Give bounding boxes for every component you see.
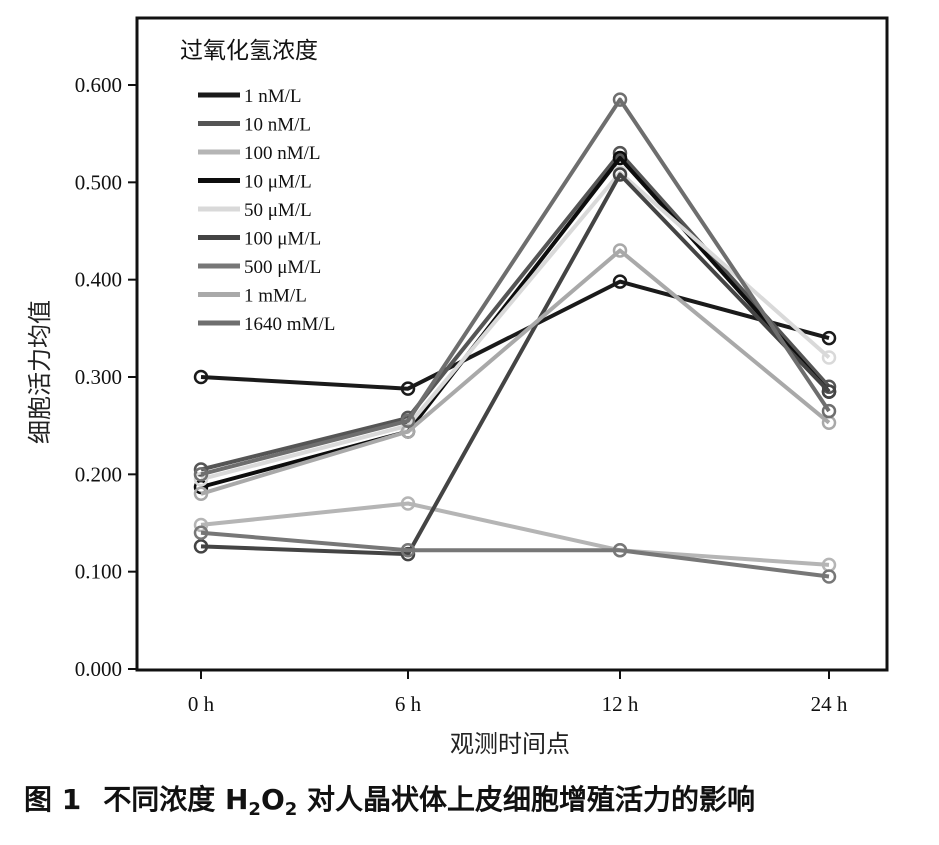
series-group bbox=[193, 145, 837, 477]
data-point bbox=[821, 403, 837, 419]
series-line bbox=[200, 97, 831, 477]
legend-label: 1 nM/L bbox=[244, 86, 302, 107]
series-group bbox=[193, 167, 837, 562]
legend-label: 50 μM/L bbox=[244, 200, 312, 221]
legend: 过氧化氢浓度 1 nM/L 10 nM/L 100 nM/L 10 μM/L 50 μM… bbox=[180, 38, 335, 335]
data-point bbox=[612, 167, 628, 182]
legend-label: 10 μM/L bbox=[244, 172, 312, 193]
data-point bbox=[821, 384, 837, 399]
caption-label: 图 1 bbox=[24, 783, 82, 816]
data-point bbox=[400, 543, 416, 558]
x-tick-label: 12 h bbox=[602, 692, 639, 716]
caption-text-mid: O bbox=[260, 783, 285, 816]
caption-subscript-1: 2 bbox=[248, 799, 261, 820]
x-tick-label: 0 h bbox=[188, 692, 215, 716]
line-chart: 0.000 0.100 0.200 0.300 0.400 0.500 0.600 0 h 6… bbox=[26, 16, 889, 758]
series-line bbox=[200, 530, 830, 579]
series-line bbox=[200, 151, 831, 472]
y-tick-label: 0.600 bbox=[75, 73, 122, 97]
series-line bbox=[200, 501, 830, 567]
y-tick-label: 0.400 bbox=[75, 268, 122, 292]
data-point bbox=[821, 330, 837, 346]
caption-text-pre: 不同浓度 H bbox=[103, 783, 249, 816]
series-line bbox=[200, 279, 830, 391]
legend-label: 1640 mM/L bbox=[244, 314, 335, 335]
data-point bbox=[821, 350, 837, 365]
data-point bbox=[193, 525, 209, 540]
data-point bbox=[193, 486, 209, 502]
data-point bbox=[193, 517, 209, 533]
series-layer bbox=[193, 92, 837, 584]
plot-frame bbox=[135, 16, 889, 672]
series-line bbox=[200, 170, 831, 482]
data-point bbox=[612, 150, 628, 166]
caption-text-post: 对人晶状体上皮细胞增殖活力的影响 bbox=[297, 783, 756, 816]
data-point bbox=[612, 274, 628, 289]
data-point bbox=[400, 496, 416, 511]
x-tick-label: 24 h bbox=[811, 692, 848, 716]
y-axis-title: 细胞活力均值 bbox=[26, 300, 54, 444]
series-line bbox=[200, 156, 831, 489]
legend-label: 10 nM/L bbox=[244, 115, 311, 136]
data-point bbox=[193, 462, 209, 477]
y-tick-label: 0.100 bbox=[75, 560, 122, 584]
caption-subscript-2: 2 bbox=[284, 799, 298, 820]
legend-label: 1 mM/L bbox=[244, 286, 307, 307]
legend-label: 100 nM/L bbox=[244, 143, 321, 164]
series-line bbox=[200, 248, 831, 496]
data-point bbox=[612, 243, 628, 258]
x-axis: 0 h 6 h 12 h 24 h bbox=[188, 670, 848, 716]
legend-title: 过氧化氢浓度 bbox=[180, 38, 318, 64]
data-point bbox=[400, 381, 416, 396]
series-group bbox=[193, 525, 837, 584]
y-tick-label: 0.000 bbox=[75, 657, 122, 681]
series-group bbox=[193, 274, 837, 396]
series-line bbox=[200, 172, 831, 557]
data-point bbox=[821, 415, 837, 430]
y-tick-label: 0.300 bbox=[75, 365, 122, 389]
data-point bbox=[821, 569, 837, 584]
data-point bbox=[612, 543, 628, 558]
data-point bbox=[193, 467, 209, 482]
y-tick-label: 0.200 bbox=[75, 462, 122, 486]
data-point bbox=[400, 424, 416, 439]
legend-label: 100 μM/L bbox=[244, 229, 321, 250]
data-point bbox=[193, 369, 209, 385]
x-axis-title: 观测时间点 bbox=[450, 730, 570, 758]
figure-caption: 图 1 不同浓度 H2O2 对人晶状体上皮细胞增殖活力的影响 bbox=[24, 778, 924, 820]
legend-label: 500 μM/L bbox=[244, 257, 321, 278]
series-group bbox=[193, 92, 837, 482]
y-tick-label: 0.500 bbox=[75, 170, 122, 194]
data-point bbox=[193, 539, 209, 554]
data-point bbox=[400, 413, 416, 429]
series-group bbox=[193, 496, 837, 573]
x-tick-label: 6 h bbox=[395, 692, 422, 716]
data-point bbox=[612, 92, 628, 107]
y-axis: 0.000 0.100 0.200 0.300 0.400 0.500 0.600 bbox=[75, 73, 137, 681]
